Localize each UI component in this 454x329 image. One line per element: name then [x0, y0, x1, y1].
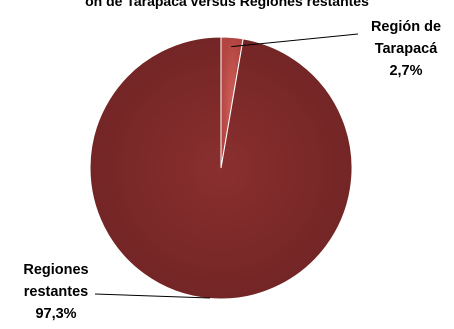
leader-line-1 — [94, 293, 211, 299]
data-label-line: 2,7% — [389, 63, 422, 79]
data-label-line: restantes — [24, 284, 88, 300]
chart-title: ón de Tarapacá versus Regiones restantes — [85, 0, 369, 9]
data-label-line: 97,3% — [35, 306, 76, 322]
leader-line-0 — [231, 33, 359, 48]
data-label-1: Regiones restantes 97,3% — [23, 262, 88, 322]
data-label-line: Tarapacá — [375, 41, 439, 57]
data-label-line: Regiones — [23, 262, 88, 278]
data-label-0: Región de Tarapacá 2,7% — [371, 19, 441, 79]
data-label-line: Región de — [371, 19, 441, 35]
pie-slice-1 — [89, 36, 353, 300]
